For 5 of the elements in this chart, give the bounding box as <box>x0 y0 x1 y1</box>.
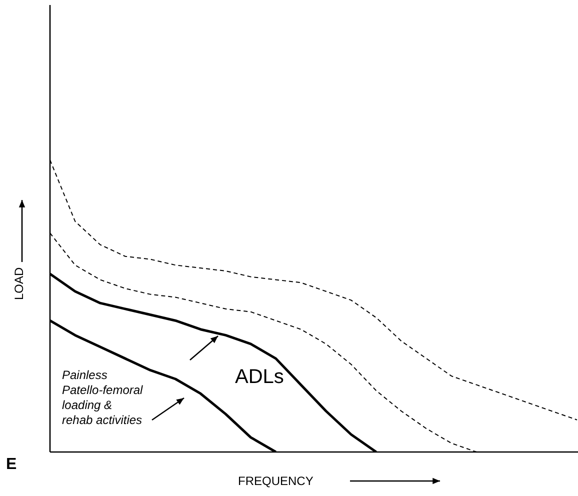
y-axis-title: LOAD <box>12 267 26 300</box>
x-axis-title: FREQUENCY <box>238 474 314 488</box>
annotation: Painless Patello-femoral loading & rehab activities <box>62 368 143 428</box>
annotation: ADLs <box>235 366 284 389</box>
text: E <box>6 456 17 474</box>
